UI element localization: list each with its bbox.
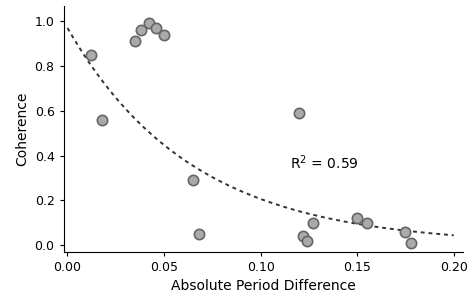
Point xyxy=(408,240,415,245)
Point xyxy=(303,238,311,243)
X-axis label: Absolute Period Difference: Absolute Period Difference xyxy=(171,279,356,293)
Point xyxy=(153,26,160,30)
Point xyxy=(99,117,106,122)
Point xyxy=(299,234,307,239)
Point xyxy=(160,32,168,37)
Point xyxy=(354,216,361,221)
Text: R$^2$ = 0.59: R$^2$ = 0.59 xyxy=(290,153,357,171)
Point xyxy=(145,21,152,26)
Point xyxy=(87,52,94,57)
Point xyxy=(137,28,145,33)
Point xyxy=(363,220,371,225)
Point xyxy=(131,39,139,44)
Point xyxy=(401,229,409,234)
Point xyxy=(195,231,202,236)
Y-axis label: Coherence: Coherence xyxy=(15,92,29,166)
Point xyxy=(309,220,317,225)
Point xyxy=(189,178,197,183)
Point xyxy=(295,110,303,115)
